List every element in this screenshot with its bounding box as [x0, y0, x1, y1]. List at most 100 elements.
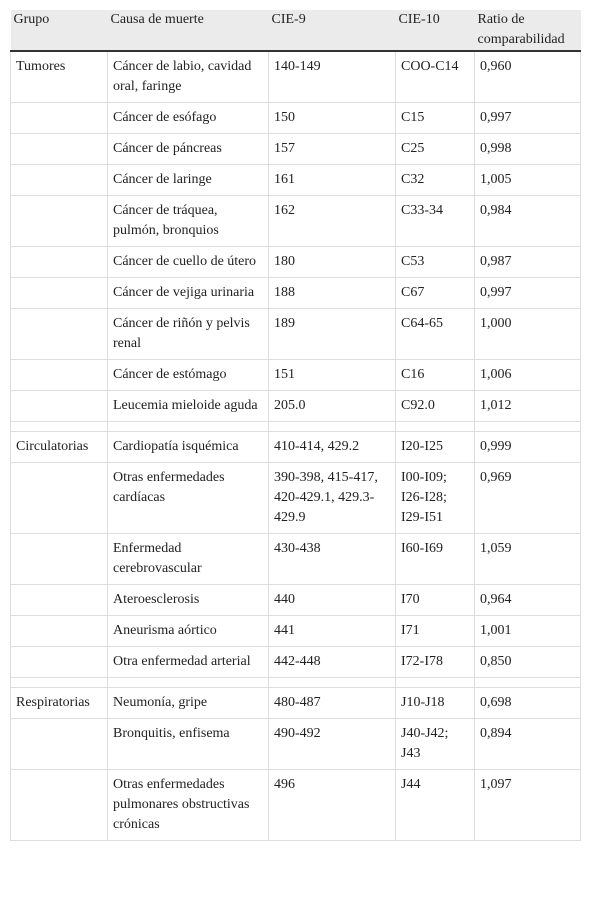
- cie10-cell: I71: [395, 615, 475, 647]
- table-row: Otras enfermedades pulmonares obstructiv…: [10, 769, 581, 841]
- empty-cell: [10, 102, 108, 134]
- cie10-cell: C64-65: [395, 308, 475, 360]
- cie9-cell: 442-448: [268, 646, 396, 678]
- table-row: Cáncer de estómago 151 C16 1,006: [10, 359, 581, 391]
- empty-cell: [107, 677, 269, 688]
- cie9-cell: 140-149: [268, 50, 396, 103]
- cie9-cell: 430-438: [268, 533, 396, 585]
- empty-cell: [10, 421, 108, 432]
- empty-cell: [10, 390, 108, 422]
- empty-cell: [10, 359, 108, 391]
- group-cell: Tumores: [10, 50, 108, 103]
- table-row: Cáncer de tráquea, pulmón, bronquios 162 C…: [10, 195, 581, 247]
- table-row: Leucemia mieloide aguda 205.0 C92.0 1,012: [10, 390, 581, 422]
- empty-cell: [10, 246, 108, 278]
- ratio-cell: 0,997: [474, 277, 581, 309]
- cause-cell: Leucemia mieloide aguda: [107, 390, 269, 422]
- empty-cell: [474, 677, 581, 688]
- cie10-cell: C92.0: [395, 390, 475, 422]
- cie10-cell: C16: [395, 359, 475, 391]
- cause-cell: Cáncer de tráquea, pulmón, bronquios: [107, 195, 269, 247]
- cie9-cell: 189: [268, 308, 396, 360]
- table-body: Tumores Cáncer de labio, cavidad oral, fa…: [10, 50, 581, 841]
- cause-cell: Enfermedad cerebrovascular: [107, 533, 269, 585]
- cie10-cell: C32: [395, 164, 475, 196]
- cause-cell: Cáncer de laringe: [107, 164, 269, 196]
- table-row: Respiratorias Neumonía, gripe 480-487 J10-J…: [10, 687, 581, 719]
- cie10-cell: C67: [395, 277, 475, 309]
- ratio-cell: 1,097: [474, 769, 581, 841]
- cause-cell: Ateroesclerosis: [107, 584, 269, 616]
- cause-cell: Otras enfermedades pulmonares obstructiv…: [107, 769, 269, 841]
- cie10-cell: C25: [395, 133, 475, 165]
- cause-cell: Cáncer de cuello de útero: [107, 246, 269, 278]
- cie10-cell: C15: [395, 102, 475, 134]
- cie9-cell: 490-492: [268, 718, 396, 770]
- header-cell: Grupo: [10, 10, 108, 52]
- cause-cell: Cáncer de esófago: [107, 102, 269, 134]
- cie9-cell: 480-487: [268, 687, 396, 719]
- table-row: Circulatorias Cardiopatía isquémica 410-41…: [10, 431, 581, 463]
- cause-cell: Bronquitis, enfisema: [107, 718, 269, 770]
- empty-cell: [107, 421, 269, 432]
- ratio-cell: 0,964: [474, 584, 581, 616]
- separator-row: [10, 677, 581, 688]
- header-cell: Ratio de comparabilidad: [474, 10, 581, 52]
- cie10-cell: I00-I09; I26-I28; I29-I51: [395, 462, 475, 534]
- header-row: Grupo Causa de muerte CIE-9 CIE-10 Ratio de …: [10, 10, 581, 52]
- cie10-cell: J44: [395, 769, 475, 841]
- ratio-cell: 0,984: [474, 195, 581, 247]
- table-row: Tumores Cáncer de labio, cavidad oral, fa…: [10, 50, 581, 103]
- cie9-cell: 205.0: [268, 390, 396, 422]
- ratio-cell: 0,850: [474, 646, 581, 678]
- cie9-cell: 390-398, 415-417, 420-429.1, 429.3-429.9: [268, 462, 396, 534]
- cause-cell: Cáncer de labio, cavidad oral, faringe: [107, 50, 269, 103]
- cie9-cell: 150: [268, 102, 396, 134]
- ratio-cell: 1,012: [474, 390, 581, 422]
- cie9-cell: 440: [268, 584, 396, 616]
- empty-cell: [10, 195, 108, 247]
- group-cell: Respiratorias: [10, 687, 108, 719]
- cie9-cell: 441: [268, 615, 396, 647]
- cie9-cell: 410-414, 429.2: [268, 431, 396, 463]
- empty-cell: [10, 615, 108, 647]
- header-cell: CIE-10: [395, 10, 475, 52]
- cie9-cell: 188: [268, 277, 396, 309]
- cause-cell: Cáncer de páncreas: [107, 133, 269, 165]
- table-row: Bronquitis, enfisema 490-492 J40-J42; J43 0…: [10, 718, 581, 770]
- table-row: Enfermedad cerebrovascular 430-438 I60-I69…: [10, 533, 581, 585]
- table-row: Otra enfermedad arterial 442-448 I72-I78 0,…: [10, 646, 581, 678]
- empty-cell: [10, 164, 108, 196]
- empty-cell: [10, 769, 108, 841]
- ratio-cell: 0,698: [474, 687, 581, 719]
- empty-cell: [10, 718, 108, 770]
- table-row: Aneurisma aórtico 441 I71 1,001: [10, 615, 581, 647]
- table-row: Cáncer de cuello de útero 180 C53 0,987: [10, 246, 581, 278]
- group-cell: Circulatorias: [10, 431, 108, 463]
- ratio-cell: 0,894: [474, 718, 581, 770]
- cause-cell: Cardiopatía isquémica: [107, 431, 269, 463]
- empty-cell: [395, 421, 475, 432]
- empty-cell: [10, 677, 108, 688]
- table-row: Cáncer de laringe 161 C32 1,005: [10, 164, 581, 196]
- cie9-cell: 162: [268, 195, 396, 247]
- cause-cell: Aneurisma aórtico: [107, 615, 269, 647]
- empty-cell: [10, 533, 108, 585]
- cause-cell: Otra enfermedad arterial: [107, 646, 269, 678]
- table-row: Ateroesclerosis 440 I70 0,964: [10, 584, 581, 616]
- ratio-cell: 0,999: [474, 431, 581, 463]
- empty-cell: [10, 584, 108, 616]
- ratio-cell: 0,987: [474, 246, 581, 278]
- cause-cell: Cáncer de riñón y pelvis renal: [107, 308, 269, 360]
- ratio-cell: 1,001: [474, 615, 581, 647]
- ratio-cell: 1,005: [474, 164, 581, 196]
- ratio-cell: 1,059: [474, 533, 581, 585]
- empty-cell: [395, 677, 475, 688]
- cie10-cell: I70: [395, 584, 475, 616]
- cie10-cell: I20-I25: [395, 431, 475, 463]
- ratio-cell: 0,969: [474, 462, 581, 534]
- cie9-cell: 161: [268, 164, 396, 196]
- ratio-cell: 0,960: [474, 50, 581, 103]
- table: Grupo Causa de muerte CIE-9 CIE-10 Ratio de …: [10, 10, 581, 841]
